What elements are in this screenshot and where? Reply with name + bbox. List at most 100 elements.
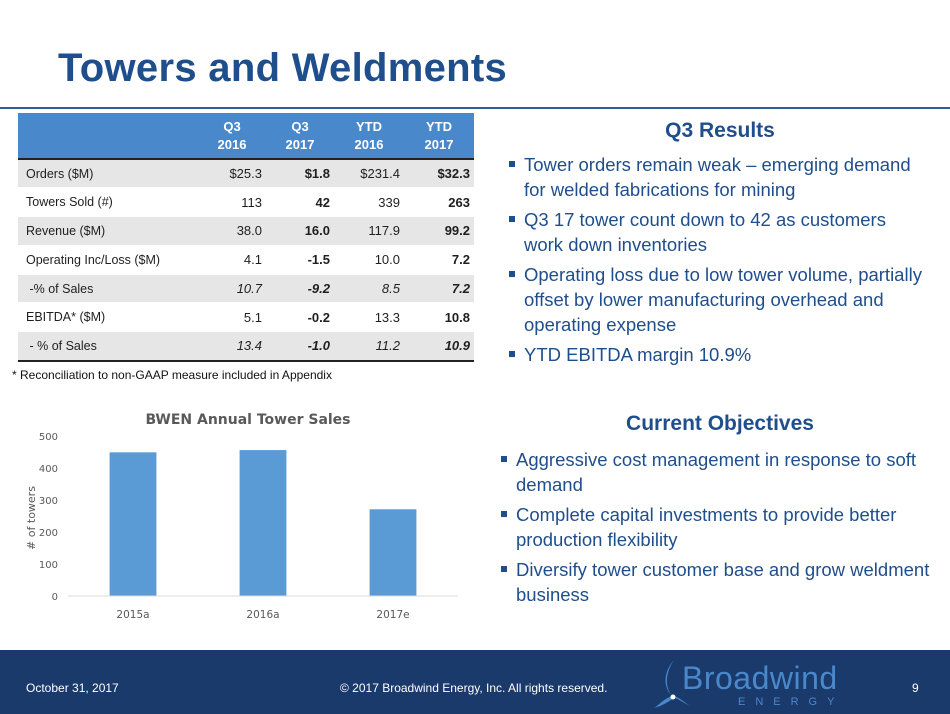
cell: -0.2 <box>307 309 330 325</box>
table-header-blank <box>18 113 198 159</box>
cell: 10.8 <box>444 309 470 325</box>
q3-results-heading: Q3 Results <box>665 119 775 142</box>
cell: 4.1 <box>243 252 262 268</box>
results-table: Q3 2016 Q3 2017 YTD 2016 YTD 2017 Orders ($M… <box>18 113 474 362</box>
y-tick-label: 500 <box>39 432 58 443</box>
list-item: Operating loss due to low tower volume, … <box>508 262 928 337</box>
cell: 7.2 <box>451 252 470 268</box>
bullet-text: Aggressive cost management in response t… <box>516 449 917 495</box>
cell: 42 <box>315 194 330 210</box>
list-item: Q3 17 tower count down to 42 as customer… <box>508 207 928 257</box>
footer-copyright: © 2017 Broadwind Energy, Inc. All rights… <box>340 681 608 695</box>
y-tick-label: 200 <box>39 528 58 539</box>
row-label: Towers Sold (#) <box>26 195 113 210</box>
table-row: Revenue ($M) 38.0 16.0 117.9 99.2 <box>18 216 474 246</box>
broadwind-logo: Broadwind ENERGY <box>652 656 872 710</box>
bullet-square-icon <box>509 216 515 222</box>
chart-y-ticks: 0 100 200 300 400 500 <box>39 432 58 603</box>
q3-results-list: Tower orders remain weak – emerging dema… <box>508 152 928 372</box>
list-item: Aggressive cost management in response t… <box>500 447 940 497</box>
list-item: Complete capital investments to provide … <box>500 502 940 552</box>
objectives-list: Aggressive cost management in response t… <box>500 447 940 612</box>
bullet-square-icon <box>509 351 515 357</box>
x-tick-label: 2016a <box>246 609 279 621</box>
cell: -9.2 <box>307 281 330 297</box>
table-header-ytd-2016: YTD 2016 <box>354 118 384 152</box>
cell: 263 <box>448 194 470 210</box>
list-item: YTD EBITDA margin 10.9% <box>508 342 928 367</box>
cell: 38.0 <box>236 223 262 239</box>
cell: 7.2 <box>451 281 470 297</box>
bullet-square-icon <box>501 566 507 572</box>
bullet-square-icon <box>509 271 515 277</box>
bullet-text: Tower orders remain weak – emerging dema… <box>524 154 911 200</box>
chart-x-ticks: 2015a 2016a 2017e <box>116 609 409 621</box>
cell: -1.5 <box>307 252 330 268</box>
bar-2016a <box>239 450 287 596</box>
bar-2015a <box>109 452 157 596</box>
table-header-q3-2017: Q3 2017 <box>285 118 315 152</box>
bullet-square-icon <box>501 511 507 517</box>
table-row: Orders ($M) $25.3 $1.8 $231.4 $32.3 <box>18 159 474 188</box>
cell: 16.0 <box>304 223 330 239</box>
table-row: Operating Inc/Loss ($M) 4.1 -1.5 10.0 7.… <box>18 245 474 275</box>
chart-y-axis-label: # of towers <box>25 486 38 550</box>
row-label: Revenue ($M) <box>26 223 106 238</box>
y-tick-label: 0 <box>52 592 58 603</box>
bullet-text: Diversify tower customer base and grow w… <box>516 559 930 605</box>
cell: 13.3 <box>374 309 400 325</box>
bullet-square-icon <box>501 456 507 462</box>
chart-bars <box>109 450 417 596</box>
footer-bar: October 31, 2017 © 2017 Broadwind Energy… <box>0 650 950 714</box>
y-tick-label: 400 <box>39 464 58 475</box>
cell: $32.3 <box>437 166 470 182</box>
y-tick-label: 100 <box>39 560 58 571</box>
page-number: 9 <box>912 681 919 695</box>
cell: 113 <box>241 194 262 210</box>
cell: 339 <box>378 194 400 210</box>
objectives-heading: Current Objectives <box>626 412 814 435</box>
table-header-row: Q3 2016 Q3 2017 YTD 2016 YTD 2017 <box>18 113 474 159</box>
cell: 13.4 <box>236 338 262 354</box>
table-row: -% of Sales 10.7 -9.2 8.5 7.2 <box>18 274 474 303</box>
table-header-ytd-2017: YTD 2017 <box>424 118 454 152</box>
row-label: - % of Sales <box>26 338 97 353</box>
table-row: EBITDA* ($M) 5.1 -0.2 13.3 10.8 <box>18 303 474 332</box>
tower-sales-chart: BWEN Annual Tower Sales # of towers 0 100… <box>25 412 458 621</box>
bullet-text: Complete capital investments to provide … <box>516 504 897 550</box>
page-title: Towers and Weldments <box>58 46 508 90</box>
cell: 10.7 <box>236 281 262 297</box>
row-label: EBITDA* ($M) <box>26 310 106 325</box>
x-tick-label: 2017e <box>376 609 409 621</box>
table-header-q3-2016: Q3 2016 <box>217 118 247 152</box>
bar-2017e <box>369 509 417 596</box>
footer-date: October 31, 2017 <box>26 681 119 695</box>
cell: 99.2 <box>444 223 470 239</box>
cell: $231.4 <box>360 166 400 182</box>
cell: 117.9 <box>368 223 400 239</box>
cell: $1.8 <box>304 166 330 182</box>
list-item: Tower orders remain weak – emerging dema… <box>508 152 928 202</box>
bullet-square-icon <box>509 161 515 167</box>
table-row: - % of Sales 13.4 -1.0 11.2 10.9 <box>18 331 474 361</box>
title-divider <box>0 107 950 109</box>
chart-title: BWEN Annual Tower Sales <box>145 412 350 428</box>
bullet-text: Q3 17 tower count down to 42 as customer… <box>524 209 886 255</box>
bullet-text: Operating loss due to low tower volume, … <box>524 264 922 335</box>
table-row: Towers Sold (#) 113 42 339 263 <box>18 188 474 217</box>
cell: 5.1 <box>243 309 262 325</box>
cell: 8.5 <box>381 281 400 297</box>
cell: 11.2 <box>375 338 400 354</box>
logo-subtext: ENERGY <box>738 696 845 708</box>
x-tick-label: 2015a <box>116 609 149 621</box>
cell: 10.9 <box>444 338 470 354</box>
table-footnote: * Reconciliation to non-GAAP measure inc… <box>12 368 332 382</box>
y-tick-label: 300 <box>39 496 58 507</box>
list-item: Diversify tower customer base and grow w… <box>500 557 940 607</box>
cell: 10.0 <box>374 252 400 268</box>
bullet-text: YTD EBITDA margin 10.9% <box>524 344 752 365</box>
row-label: -% of Sales <box>26 281 94 296</box>
cell: $25.3 <box>229 166 262 182</box>
windmill-logo-icon <box>654 660 690 708</box>
row-label: Orders ($M) <box>26 166 94 181</box>
